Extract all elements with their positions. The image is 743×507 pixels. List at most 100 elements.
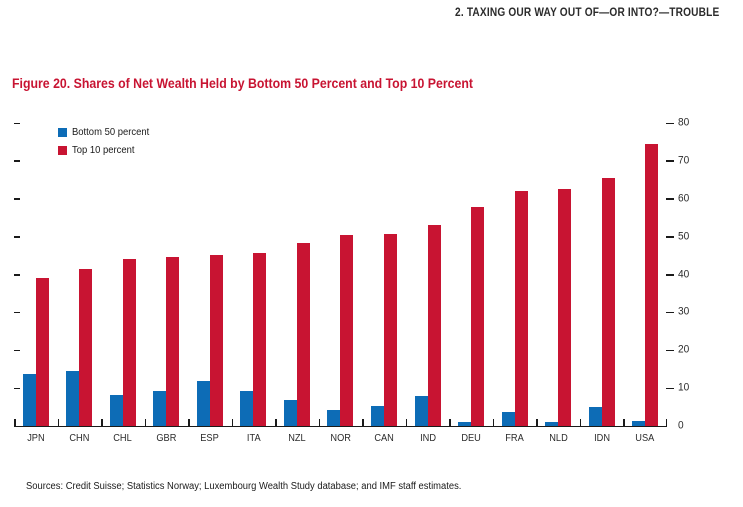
bar-bottom-50-percent-deu — [458, 422, 472, 426]
y-axis-label: 80 — [678, 116, 690, 129]
x-axis-label-text: NZL — [288, 432, 306, 444]
y-tick-right — [666, 274, 674, 276]
x-axis-label-deu: DEU — [449, 433, 493, 444]
x-axis-label-can: CAN — [362, 433, 406, 444]
x-axis-label-text: IDN — [593, 432, 610, 444]
x-axis-label-text: NOR — [330, 432, 351, 444]
x-axis-label-text: CHL — [113, 432, 133, 444]
x-axis-label-text: GBR — [156, 432, 177, 444]
x-tick — [14, 419, 16, 426]
bar-top-10-percent-can — [384, 233, 398, 426]
y-tick-right — [666, 387, 674, 390]
bar-group-nld — [536, 123, 580, 426]
bar-group-can — [362, 123, 406, 426]
figure-title: Figure 20. Shares of Net Wealth Held by … — [12, 75, 473, 91]
x-axis-label-ind: IND — [406, 433, 450, 444]
x-axis-label-ita: ITA — [232, 433, 276, 444]
bar-top-10-percent-usa — [645, 143, 659, 426]
legend-label-top-10-percent: Top 10 percent — [72, 144, 135, 156]
x-tick — [492, 419, 495, 426]
y-axis-label: 0 — [678, 419, 684, 432]
x-axis-label-usa: USA — [623, 433, 667, 444]
x-axis-label-text: DEU — [461, 432, 481, 444]
x-tick — [665, 419, 667, 426]
y-tick-left — [14, 122, 20, 124]
y-axis-label: 70 — [678, 154, 690, 167]
bar-bottom-50-percent-fra — [501, 412, 515, 426]
y-axis-label: 10 — [678, 381, 690, 394]
bar-group-usa — [623, 123, 667, 426]
bar-group-nzl — [275, 123, 319, 426]
x-axis-label-text: ESP — [200, 432, 220, 444]
bar-group-chl — [101, 123, 145, 426]
bar-top-10-percent-deu — [471, 207, 485, 426]
x-axis-label-text: JPN — [27, 432, 45, 444]
bar-bottom-50-percent-ita — [240, 391, 254, 426]
x-axis-label-text: NLD — [548, 432, 568, 444]
x-tick — [623, 419, 625, 426]
y-axis-label: 40 — [678, 268, 690, 280]
x-tick — [405, 419, 408, 426]
bar-top-10-percent-ita — [253, 252, 267, 426]
y-axis-label: 50 — [678, 230, 690, 243]
x-tick — [57, 419, 60, 426]
legend-item-bottom-50-percent: Bottom 50 percent — [58, 126, 158, 138]
bar-bottom-50-percent-jpn — [22, 373, 36, 426]
bar-group-idn — [580, 123, 624, 426]
chart-legend: Bottom 50 percent Top 10 percent — [58, 126, 158, 156]
y-tick-left — [14, 236, 20, 238]
x-axis-label-text: FRA — [505, 432, 524, 444]
y-tick-right — [666, 311, 674, 314]
x-axis-label-idn: IDN — [580, 433, 624, 444]
running-header: 2. TAXING OUR WAY OUT OF—OR INTO?—TROUBL… — [454, 7, 719, 19]
bar-group-jpn — [14, 123, 58, 426]
bar-bottom-50-percent-chl — [109, 394, 123, 426]
bar-bottom-50-percent-gbr — [153, 390, 167, 426]
y-tick-right — [666, 198, 674, 200]
x-tick — [449, 419, 451, 426]
bar-top-10-percent-esp — [209, 254, 223, 426]
y-tick-left — [14, 198, 20, 200]
bar-bottom-50-percent-nld — [545, 422, 559, 426]
x-axis-label-nzl: NZL — [275, 433, 319, 444]
bar-top-10-percent-fra — [514, 191, 528, 426]
bar-bottom-50-percent-chn — [66, 371, 80, 426]
legend-item-top-10-percent: Top 10 percent — [58, 144, 158, 156]
y-axis-label: 20 — [678, 343, 690, 356]
sources-note: Sources: Credit Suisse; Statistics Norwa… — [26, 481, 462, 492]
x-axis-label-nld: NLD — [536, 433, 580, 444]
y-axis-label: 60 — [678, 192, 690, 205]
bar-group-deu — [449, 123, 493, 426]
bar-bottom-50-percent-can — [371, 405, 385, 426]
x-tick — [188, 419, 190, 426]
bar-top-10-percent-gbr — [166, 257, 180, 426]
y-axis-label: 30 — [678, 305, 690, 318]
bar-group-gbr — [145, 123, 189, 426]
x-axis-label-chl: CHL — [101, 433, 145, 444]
bar-top-10-percent-ind — [427, 225, 441, 426]
y-tick-left — [14, 387, 20, 390]
y-tick-left — [14, 160, 20, 162]
legend-swatch-top-10-percent — [58, 145, 67, 155]
bar-top-10-percent-chl — [122, 259, 136, 426]
y-tick-right — [666, 349, 674, 352]
y-tick-left — [14, 311, 20, 314]
bar-bottom-50-percent-idn — [588, 407, 602, 426]
bar-top-10-percent-jpn — [35, 277, 49, 426]
x-tick — [231, 419, 234, 426]
x-tick — [144, 419, 147, 426]
bar-top-10-percent-nzl — [296, 243, 310, 426]
x-axis-label-gbr: GBR — [145, 433, 189, 444]
category-labels: JPN CHN CHL GBR ESP ITA NZL NOR CAN IND DEU FRA NLD I… — [14, 433, 667, 444]
x-tick — [536, 419, 538, 426]
bar-top-10-percent-nor — [340, 234, 354, 426]
bar-top-10-percent-chn — [79, 269, 93, 426]
x-axis-label-text: CAN — [374, 432, 394, 444]
y-tick-left — [14, 349, 20, 352]
x-axis-label-fra: FRA — [493, 433, 537, 444]
bar-top-10-percent-idn — [601, 177, 615, 426]
bar-cells — [14, 123, 667, 426]
x-axis-label-esp: ESP — [188, 433, 232, 444]
y-tick-right — [666, 160, 674, 162]
